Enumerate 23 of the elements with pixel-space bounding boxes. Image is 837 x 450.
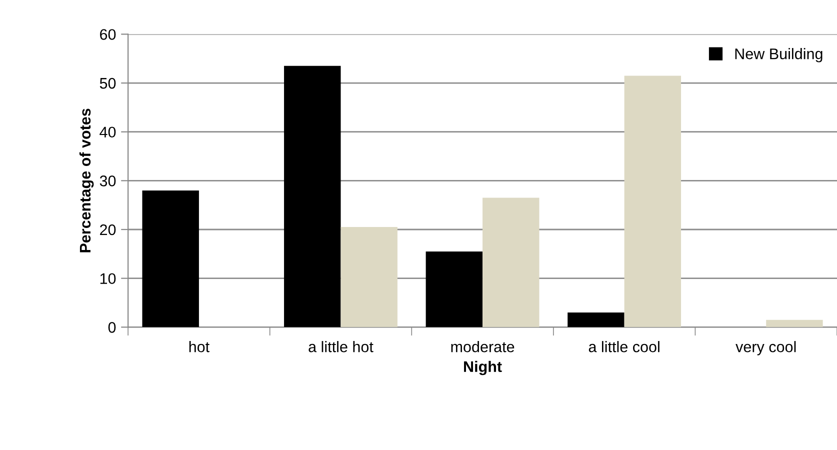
- legend-label: New Building: [735, 48, 822, 62]
- bar: [426, 251, 483, 328]
- x-tick-label: a little cool: [588, 341, 660, 352]
- y-axis-title: Percentage of votes: [79, 108, 94, 252]
- y-tick-label: 20: [100, 224, 116, 236]
- bar: [568, 312, 624, 328]
- bar: [624, 76, 682, 328]
- y-tick-label: 40: [100, 126, 116, 138]
- y-tick-label: 0: [108, 322, 116, 333]
- y-tick-label: 60: [100, 29, 116, 40]
- y-tick-label: 10: [100, 273, 116, 284]
- bar: [142, 190, 199, 328]
- x-tick-label: very cool: [736, 341, 796, 356]
- x-axis-title: Night: [464, 360, 502, 376]
- bar: [482, 198, 540, 328]
- bar: [340, 227, 398, 328]
- bar: [766, 320, 823, 328]
- x-tick-label: a little hot: [308, 341, 374, 352]
- y-tick-label: 50: [100, 78, 116, 89]
- x-tick-label: hot: [189, 341, 210, 352]
- bar: [284, 66, 341, 328]
- y-tick-label: 30: [100, 176, 116, 186]
- x-tick-label: moderate: [451, 341, 514, 352]
